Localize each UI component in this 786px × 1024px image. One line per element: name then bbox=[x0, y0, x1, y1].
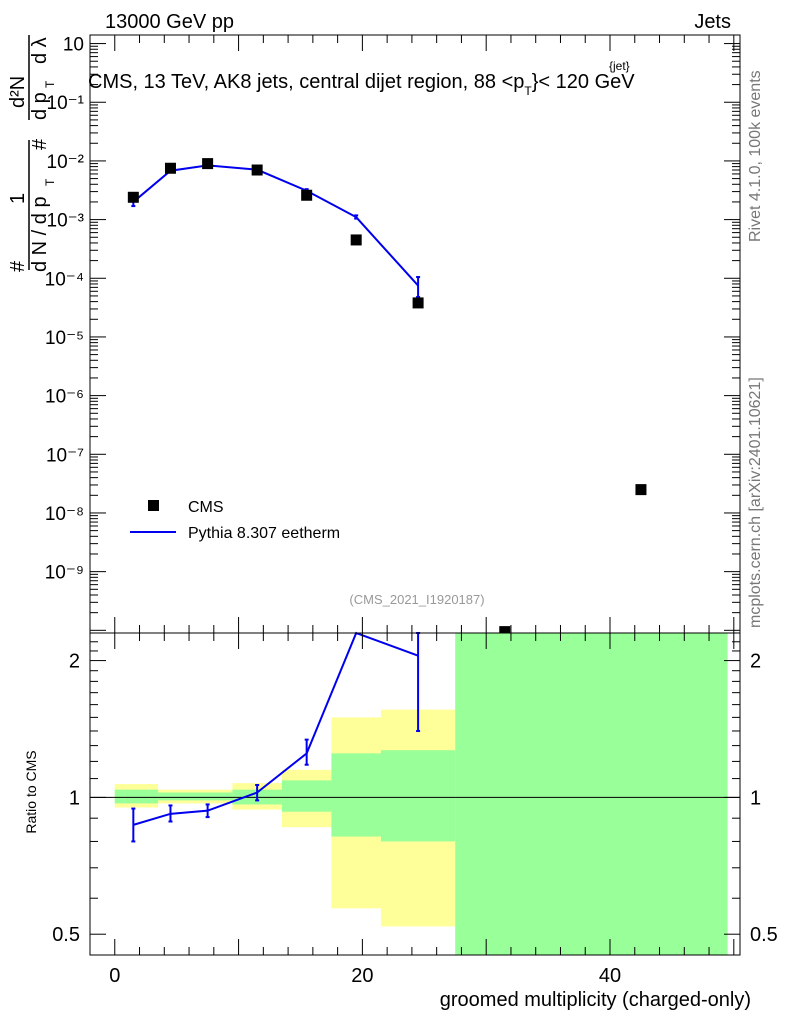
side-label-rivet: Rivet 4.1.0, 100k events bbox=[747, 70, 764, 242]
main-chart-title-end: }< 120 GeV bbox=[532, 71, 636, 93]
main-ytick-label: 10⁻⁴ bbox=[45, 269, 84, 290]
ratio-green-band bbox=[455, 633, 728, 955]
ratio-xtick-label: 0 bbox=[109, 965, 120, 987]
ratio-green-band bbox=[331, 753, 381, 837]
main-chart-title: CMS, 13 TeV, AK8 jets, central dijet reg… bbox=[88, 71, 635, 98]
cms-data-point bbox=[127, 191, 139, 203]
ratio-green-band bbox=[114, 789, 159, 804]
ratio-ytick-label: 0.5 bbox=[52, 924, 80, 946]
main-ylabel-hash2: # bbox=[29, 138, 51, 150]
ratio-ytick-label-right: 2 bbox=[750, 651, 761, 673]
main-ylabel-denominator-sub: T bbox=[43, 178, 57, 186]
legend-marker-cms bbox=[148, 500, 159, 511]
main-chart-title-subscript: T bbox=[524, 84, 532, 98]
cms-data-point bbox=[412, 297, 424, 309]
ratio-ylabel: Ratio to CMS bbox=[23, 750, 39, 833]
legend-label-cms: CMS bbox=[188, 499, 224, 516]
main-ytick-label: 10 bbox=[63, 35, 84, 56]
header-category-label: Jets bbox=[694, 11, 731, 33]
main-ytick-label: 10⁻³ bbox=[47, 211, 85, 232]
cms-data-point bbox=[202, 158, 214, 170]
ratio-ytick-label: 2 bbox=[69, 651, 80, 673]
main-ylabel-inner-sub: T bbox=[43, 80, 57, 88]
main-ylabel-lambda: d λ bbox=[29, 37, 51, 64]
ratio-xtick-label: 20 bbox=[351, 965, 373, 987]
main-panel-data bbox=[127, 158, 647, 633]
main-chart-title-text: CMS, 13 TeV, AK8 jets, central dijet reg… bbox=[88, 71, 524, 93]
main-ytick-label: 10⁻² bbox=[47, 152, 85, 173]
ratio-ytick-label-right: 1 bbox=[750, 787, 761, 809]
cms-data-point bbox=[635, 484, 647, 496]
side-label-mcplots: mcplots.cern.ch [arXiv:2401.10621] bbox=[747, 377, 764, 628]
main-ytick-label: 10⁻⁶ bbox=[45, 387, 84, 408]
ratio-green-band bbox=[158, 792, 233, 801]
main-chart-title-superscript: {jet} bbox=[609, 59, 630, 73]
main-ytick-label: 10⁻¹ bbox=[47, 93, 85, 114]
legend: CMS Pythia 8.307 eetherm bbox=[130, 499, 340, 542]
main-ytick-label: 10⁻⁹ bbox=[45, 563, 84, 584]
cms-data-point bbox=[350, 234, 362, 246]
cms-data-point bbox=[499, 626, 511, 633]
main-ylabel-inner-denominator: d p bbox=[29, 92, 51, 120]
cms-data-point bbox=[301, 189, 313, 201]
ratio-ytick-label-right: 0.5 bbox=[750, 924, 778, 946]
main-ytick-label: 10⁻⁷ bbox=[46, 445, 84, 466]
ratio-green-band bbox=[281, 780, 332, 812]
cms-data-point bbox=[164, 162, 176, 174]
ratio-ytick-label: 1 bbox=[69, 787, 80, 809]
ratio-green-band bbox=[380, 750, 456, 842]
ratio-panel-bands bbox=[114, 633, 728, 955]
ratio-xtick-label: 40 bbox=[599, 965, 621, 987]
main-ylabel-one: 1 bbox=[7, 193, 29, 204]
main-ylabel-denominator: d N / d p bbox=[29, 196, 51, 272]
ratio-panel-ticks: 0.5 0.51 12 20 20 40 bbox=[52, 633, 778, 987]
ratio-panel-frame bbox=[89, 632, 741, 956]
main-panel-frame bbox=[89, 34, 741, 634]
main-ylabel: 1 d N / d p T # d²N d p T d λ # bbox=[7, 35, 57, 272]
ratio-xlabel: groomed multiplicity (charged-only) bbox=[440, 989, 751, 1011]
analysis-watermark: (CMS_2021_I1920187) bbox=[349, 592, 484, 607]
cms-data-point bbox=[251, 164, 263, 176]
pythia-series-line bbox=[132, 164, 419, 287]
main-panel-ticks: 10 10⁻¹ 10⁻² 10⁻³ 10⁻⁴ 10⁻⁵ 10⁻⁶ 10⁻⁷ 10⁻⁸ 10⁻⁹ bbox=[45, 35, 740, 633]
main-ylabel-numerator: d²N bbox=[7, 76, 29, 108]
legend-label-pythia: Pythia 8.307 eetherm bbox=[188, 525, 340, 542]
main-ytick-label: 10⁻⁵ bbox=[45, 328, 84, 349]
header-energy-label: 13000 GeV pp bbox=[105, 11, 234, 33]
main-ylabel-hash1: # bbox=[7, 260, 29, 272]
main-ytick-label: 10⁻⁸ bbox=[45, 504, 84, 525]
